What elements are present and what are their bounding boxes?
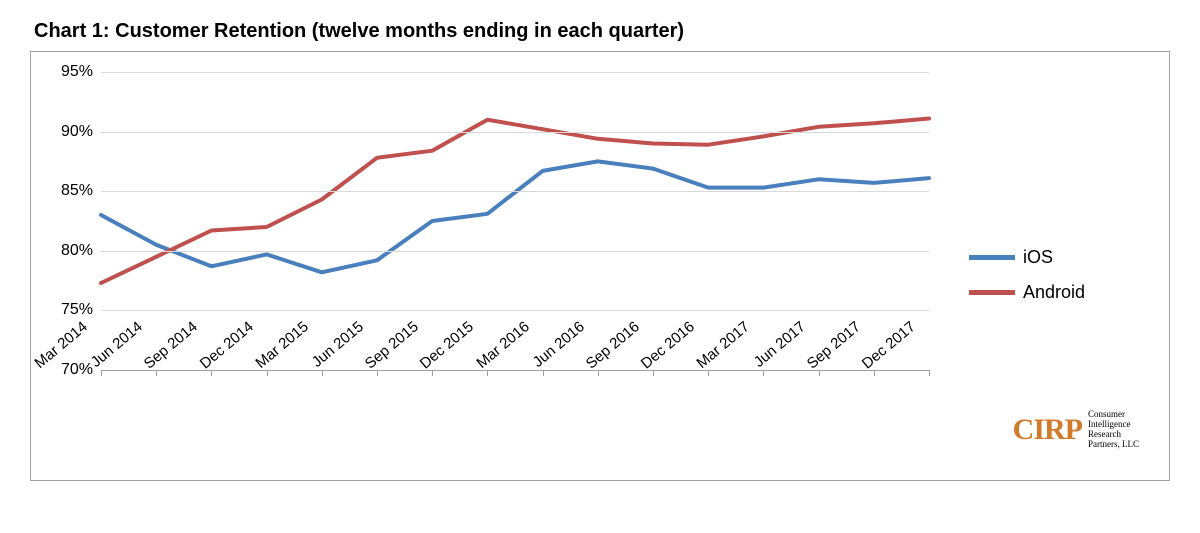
x-tick-mark [156, 370, 157, 376]
y-axis-label: 75% [61, 301, 101, 319]
x-tick-mark [487, 370, 488, 376]
x-tick-mark [322, 370, 323, 376]
gridline [101, 191, 929, 192]
attribution: CIRP ConsumerIntelligenceResearchPartner… [1013, 410, 1139, 450]
legend: iOS Android [969, 247, 1139, 317]
x-tick-mark [653, 370, 654, 376]
series-line-android [101, 119, 929, 284]
x-tick-mark [543, 370, 544, 376]
y-axis-label: 95% [61, 63, 101, 81]
x-tick-mark [929, 370, 930, 376]
chart-title: Chart 1: Customer Retention (twelve mont… [34, 20, 1170, 43]
y-axis-label: 90% [61, 123, 101, 141]
gridline [101, 251, 929, 252]
x-tick-mark [211, 370, 212, 376]
x-tick-mark [819, 370, 820, 376]
x-tick-mark [598, 370, 599, 376]
gridline [101, 72, 929, 73]
y-axis-label: 85% [61, 182, 101, 200]
chart-container: 70%75%80%85%90%95%Mar 2014Jun 2014Sep 20… [30, 51, 1170, 481]
x-tick-mark [708, 370, 709, 376]
legend-label: iOS [1023, 247, 1053, 268]
y-axis-label: 80% [61, 242, 101, 260]
plot-area: 70%75%80%85%90%95%Mar 2014Jun 2014Sep 20… [101, 72, 929, 370]
legend-item-android: Android [969, 282, 1139, 303]
cirp-subtitle: ConsumerIntelligenceResearchPartners, LL… [1088, 410, 1139, 450]
x-tick-mark [267, 370, 268, 376]
legend-label: Android [1023, 282, 1085, 303]
legend-swatch [969, 290, 1015, 295]
x-tick-mark [377, 370, 378, 376]
series-line-ios [101, 161, 929, 272]
x-tick-mark [101, 370, 102, 376]
x-tick-mark [874, 370, 875, 376]
cirp-logo: CIRP [1013, 413, 1082, 447]
legend-swatch [969, 255, 1015, 260]
x-tick-mark [432, 370, 433, 376]
gridline [101, 310, 929, 311]
x-tick-mark [763, 370, 764, 376]
gridline [101, 132, 929, 133]
legend-item-ios: iOS [969, 247, 1139, 268]
